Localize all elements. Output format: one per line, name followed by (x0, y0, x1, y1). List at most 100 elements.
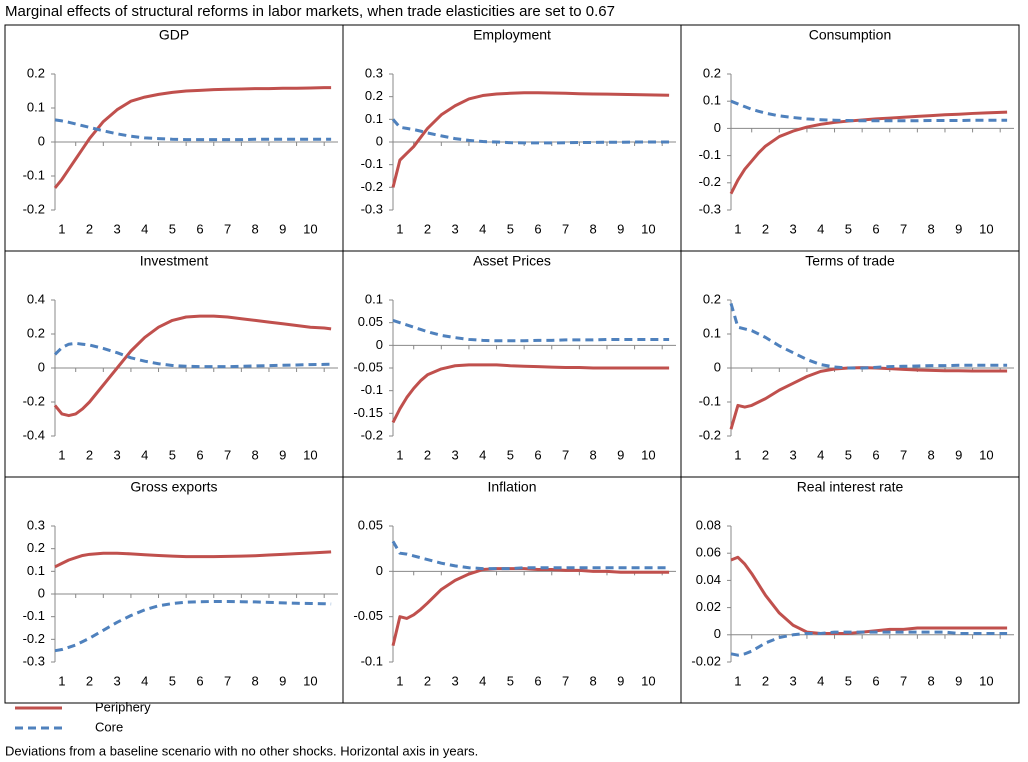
panel-title: Gross exports (130, 479, 217, 495)
x-tick-label: 4 (817, 221, 824, 236)
y-tick-label: 0.06 (696, 545, 721, 560)
y-tick-label: 0.08 (696, 517, 721, 532)
y-tick-label: 0 (714, 626, 721, 641)
x-tick-label: 1 (734, 221, 741, 236)
x-tick-label: 7 (562, 673, 569, 688)
y-tick-label: 0.1 (27, 563, 45, 578)
x-tick-label: 9 (279, 447, 286, 462)
x-tick-label: 2 (86, 673, 93, 688)
x-tick-label: 9 (955, 221, 962, 236)
panel-border (342, 24, 682, 252)
series-line (391, 540, 670, 571)
series-line (392, 318, 670, 343)
y-tick-label: 0.04 (696, 572, 721, 587)
x-tick-label: 4 (141, 673, 148, 688)
x-tick-label: 1 (58, 673, 65, 688)
series-line (391, 363, 670, 424)
legend-label: Periphery (95, 699, 151, 714)
y-tick-label: -0.1 (23, 608, 45, 623)
x-tick-label: 5 (507, 673, 514, 688)
y-tick-label: -0.2 (699, 174, 721, 189)
panel-title: Inflation (487, 479, 536, 495)
x-tick-label: 6 (534, 673, 541, 688)
x-tick-label: 8 (928, 447, 935, 462)
x-tick-label: 4 (479, 221, 486, 236)
x-tick-label: 6 (872, 221, 879, 236)
x-tick-label: 10 (303, 673, 317, 688)
y-tick-label: 0 (38, 585, 45, 600)
series-line (730, 555, 1008, 635)
x-tick-label: 7 (900, 447, 907, 462)
x-tick-label: 3 (452, 673, 459, 688)
y-tick-label: 0 (376, 563, 383, 578)
x-tick-label: 1 (734, 447, 741, 462)
x-tick-label: 2 (86, 221, 93, 236)
panel-title: Consumption (809, 27, 892, 43)
y-tick-label: 0.2 (365, 88, 383, 103)
x-tick-label: 2 (762, 447, 769, 462)
y-tick-label: 0.2 (27, 325, 45, 340)
x-tick-label: 5 (845, 447, 852, 462)
x-tick-label: 8 (252, 221, 259, 236)
x-tick-label: 3 (114, 447, 121, 462)
x-tick-label: 4 (479, 673, 486, 688)
x-tick-label: 1 (58, 447, 65, 462)
x-tick-label: 9 (617, 221, 624, 236)
y-tick-label: 0.05 (358, 517, 383, 532)
x-tick-label: 8 (252, 447, 259, 462)
x-tick-label: 1 (734, 673, 741, 688)
x-tick-label: 9 (279, 221, 286, 236)
y-tick-label: 0.2 (27, 540, 45, 555)
series-line (391, 567, 670, 647)
panel-border (680, 24, 1020, 252)
x-tick-label: 1 (58, 221, 65, 236)
x-tick-label: 1 (396, 221, 403, 236)
series-line (729, 302, 1008, 370)
x-tick-label: 4 (141, 221, 148, 236)
y-tick-label: 0.2 (703, 65, 721, 80)
x-tick-label: 7 (562, 447, 569, 462)
x-tick-label: 8 (590, 673, 597, 688)
y-tick-label: 0 (714, 359, 721, 374)
x-tick-label: 10 (979, 221, 993, 236)
panel-title: Employment (473, 27, 551, 43)
x-tick-label: 10 (303, 221, 317, 236)
x-tick-label: 1 (396, 673, 403, 688)
panel-border (4, 476, 344, 704)
y-tick-label: -0.2 (361, 427, 383, 442)
y-tick-label: -0.4 (23, 427, 45, 442)
y-tick-label: -0.2 (361, 179, 383, 194)
y-tick-label: 0.1 (365, 111, 383, 126)
x-tick-label: 10 (641, 447, 655, 462)
y-tick-label: -0.2 (23, 201, 45, 216)
y-tick-label: -0.2 (23, 393, 45, 408)
x-tick-label: 7 (224, 221, 231, 236)
series-line (391, 91, 670, 188)
y-tick-label: -0.1 (361, 653, 383, 668)
x-tick-label: 6 (872, 673, 879, 688)
x-tick-label: 5 (845, 221, 852, 236)
x-tick-label: 6 (872, 447, 879, 462)
y-tick-label: 0.2 (703, 291, 721, 306)
x-tick-label: 9 (955, 447, 962, 462)
x-tick-label: 2 (86, 447, 93, 462)
x-tick-label: 5 (169, 673, 176, 688)
x-tick-label: 7 (224, 447, 231, 462)
x-tick-label: 10 (979, 673, 993, 688)
y-tick-label: 0.1 (27, 99, 45, 114)
x-tick-label: 10 (303, 447, 317, 462)
y-tick-label: -0.1 (699, 393, 721, 408)
series-line (53, 341, 332, 369)
y-tick-label: 0 (376, 337, 383, 352)
y-tick-label: -0.05 (353, 359, 383, 374)
x-tick-label: 9 (279, 673, 286, 688)
x-tick-label: 7 (224, 673, 231, 688)
x-tick-label: 3 (114, 673, 121, 688)
y-tick-label: -0.1 (361, 156, 383, 171)
series-line (53, 314, 332, 418)
x-tick-label: 8 (590, 447, 597, 462)
panel-title: GDP (159, 27, 189, 43)
panel-title: Terms of trade (805, 253, 895, 269)
x-tick-label: 8 (590, 221, 597, 236)
